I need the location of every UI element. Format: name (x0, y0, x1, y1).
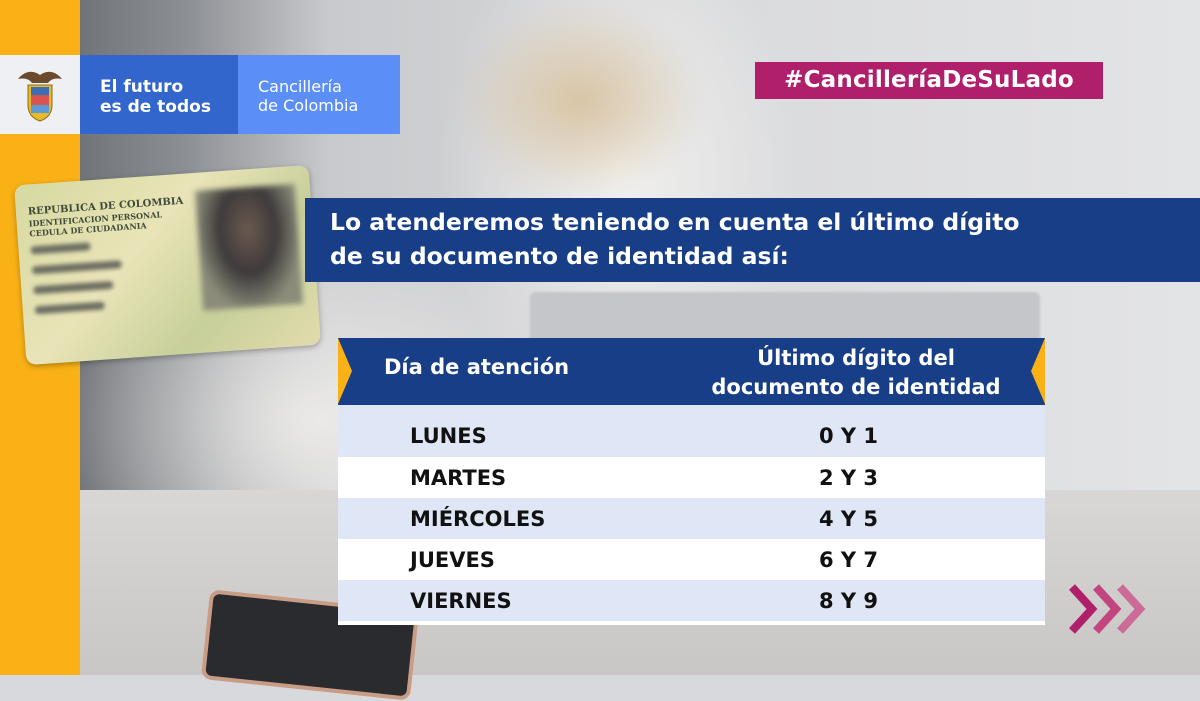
hashtag-badge: #CancilleríaDeSuLado (755, 62, 1103, 99)
day-cell: MARTES (410, 465, 507, 490)
digits-cell: 2 Y 3 (818, 465, 878, 490)
headline-banner: Lo atenderemos teniendo en cuenta el últ… (305, 198, 1200, 282)
digits-cell: 6 Y 7 (818, 547, 878, 572)
blurred-portrait (194, 183, 304, 311)
entity-line1: Cancillería (258, 77, 342, 96)
digits-cell: 0 Y 1 (818, 424, 878, 448)
coat-of-arms-icon (0, 55, 80, 134)
table-row: MIÉRCOLES 4 Y 5 (338, 498, 1045, 539)
digits-cell: 8 Y 9 (818, 588, 878, 613)
table-row: VIERNES 8 Y 9 (338, 580, 1045, 621)
slogan-line1: El futuro (100, 77, 184, 97)
slogan-block: El futuro es de todos (80, 55, 238, 134)
headline-line2: de su documento de identidad así: (330, 242, 789, 270)
government-logo-bar: El futuro es de todos Cancillería de Col… (0, 55, 400, 134)
blurred-field (31, 260, 123, 275)
digits-cell: 4 Y 5 (818, 506, 878, 531)
header-digit-line2: documento de identidad (711, 375, 1001, 399)
header-right-arrow (1031, 338, 1045, 404)
table-row: MARTES 2 Y 3 (338, 457, 1045, 498)
header-day: Día de atención (384, 355, 570, 379)
headline-line1: Lo atenderemos teniendo en cuenta el últ… (330, 208, 1020, 236)
schedule-table: Día de atención Último dígito del docume… (338, 338, 1045, 625)
triple-chevron-right-icon (1068, 583, 1146, 639)
entity-block: Cancillería de Colombia (238, 55, 400, 134)
day-cell: LUNES (410, 424, 487, 448)
blurred-field (30, 242, 91, 255)
header-left-arrow (338, 338, 352, 404)
table-row: JUEVES 6 Y 7 (338, 539, 1045, 580)
blurred-field (33, 280, 114, 295)
day-cell: VIERNES (410, 588, 512, 613)
day-cell: MIÉRCOLES (410, 506, 546, 531)
woman-photo (455, 0, 705, 200)
slogan-line2: es de todos (100, 97, 211, 117)
table-header: Día de atención Último dígito del docume… (338, 338, 1045, 405)
table-body: LUNES 0 Y 1 MARTES 2 Y 3 MIÉRCOLES 4 Y 5 JU… (338, 405, 1045, 621)
header-digit-line1: Último dígito del (757, 346, 955, 370)
header-digit: Último dígito del documento de identidad (688, 344, 1024, 402)
entity-line2: de Colombia (258, 96, 359, 115)
day-cell: JUEVES (410, 547, 495, 572)
blurred-field (34, 301, 105, 315)
table-row: LUNES 0 Y 1 (338, 405, 1045, 457)
id-card-image: REPUBLICA DE COLOMBIA IDENTIFICACION PER… (14, 164, 321, 366)
